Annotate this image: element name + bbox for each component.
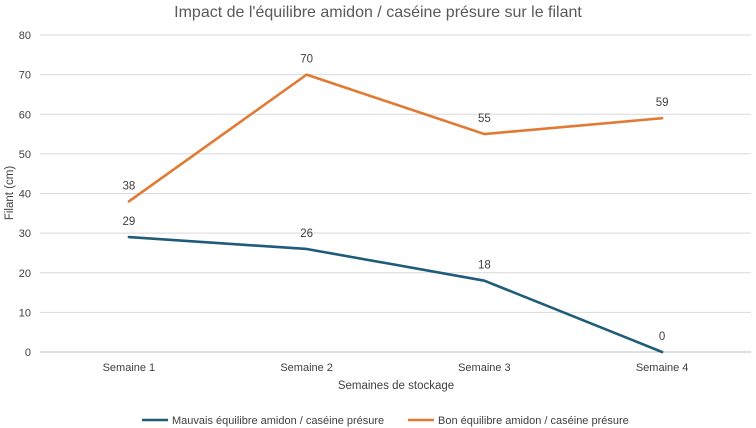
data-label: 26: [300, 228, 313, 240]
legend: Mauvais équilibre amidon / caséine présu…: [142, 415, 629, 427]
data-label: 29: [122, 216, 135, 228]
y-axis-label: Filant (cm): [4, 166, 16, 220]
data-label: 38: [122, 180, 135, 192]
x-tick-label: Semaine 1: [103, 362, 156, 374]
legend-label-2: Bon équilibre amidon / caséine présure: [438, 415, 629, 427]
y-tick-label: 50: [19, 149, 31, 161]
y-tick-label: 80: [19, 30, 31, 42]
chart-title: Impact de l'équilibre amidon / caséine p…: [174, 4, 582, 21]
y-tick-label: 10: [19, 307, 31, 319]
x-axis-label: Semaines de stockage: [338, 380, 454, 392]
y-tick-label: 30: [19, 228, 31, 240]
data-label: 55: [478, 113, 491, 125]
data-label: 0: [659, 331, 665, 343]
data-label: 59: [656, 97, 669, 109]
y-tick-label: 40: [19, 189, 31, 201]
x-tick-label: Semaine 2: [280, 362, 333, 374]
legend-label-1: Mauvais équilibre amidon / caséine présu…: [172, 415, 384, 427]
series-line-1: [127, 235, 664, 354]
series-group: 29 26 18 0 38 70 55 59: [122, 54, 669, 354]
x-tick-label: Semaine 3: [458, 362, 511, 374]
grid: [40, 34, 751, 353]
x-tick-label: Semaine 4: [636, 362, 689, 374]
data-label: 70: [300, 54, 313, 66]
series-line-2: [127, 73, 664, 203]
y-axis-ticks: 0 10 20 30 40 50 60 70 80: [19, 30, 31, 359]
x-axis-ticks: Semaine 1 Semaine 2 Semaine 3 Semaine 4: [103, 362, 689, 374]
y-tick-label: 0: [25, 347, 31, 359]
y-tick-label: 20: [19, 268, 31, 280]
y-tick-label: 60: [19, 109, 31, 121]
y-tick-label: 70: [19, 70, 31, 82]
data-label: 18: [478, 260, 491, 272]
